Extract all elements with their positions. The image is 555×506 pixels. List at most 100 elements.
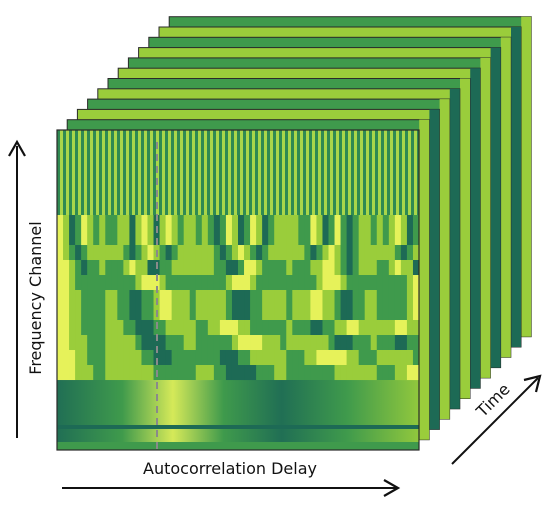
correlogram-cell [63, 350, 70, 366]
correlogram-cell [69, 245, 76, 261]
correlogram-cell [304, 230, 311, 246]
correlogram-cell [111, 230, 118, 246]
correlogram-cell [382, 230, 390, 246]
correlogram-cell [183, 365, 191, 381]
correlogram-cell [292, 290, 299, 306]
correlogram-cell [189, 350, 197, 366]
correlogram-cell [274, 305, 281, 321]
correlogram-cell [412, 215, 419, 231]
correlogram-cell [159, 260, 166, 276]
correlogram-cell [117, 350, 124, 366]
correlogram-cell [250, 320, 257, 336]
correlogram-cell [352, 275, 360, 291]
correlogram-cell [75, 260, 82, 276]
correlogram-cell [171, 215, 179, 231]
correlogram-cell [147, 260, 154, 276]
correlogram-cell [346, 230, 354, 246]
correlogram-cell [75, 350, 82, 366]
correlogram-cell [231, 350, 239, 366]
correlogram-cell [352, 215, 360, 231]
correlogram-cell [364, 275, 372, 291]
correlogram-cell [322, 275, 329, 291]
correlogram-cell [262, 350, 269, 366]
correlogram-cell [69, 275, 76, 291]
correlogram-cell [328, 365, 335, 381]
correlogram-cell [57, 245, 64, 261]
correlogram-cell [189, 230, 197, 246]
correlogram-cell [81, 365, 88, 381]
correlogram-cell [231, 215, 239, 231]
correlogram-cell [141, 260, 148, 276]
correlogram-cell [147, 275, 154, 291]
correlogram-cell [376, 320, 384, 336]
correlogram-cell [406, 215, 414, 231]
correlogram-cell [207, 275, 215, 291]
correlogram-cell [316, 365, 323, 381]
correlogram-cell [334, 350, 341, 366]
correlogram-cell [244, 245, 251, 261]
correlogram-cell [99, 245, 106, 261]
correlogram-cell [105, 215, 112, 231]
correlogram-cell [159, 320, 166, 336]
time-frame-edge [449, 88, 460, 409]
correlogram-cell [286, 365, 293, 381]
correlogram-cell [280, 320, 287, 336]
correlogram-cell [219, 245, 227, 261]
correlogram-cell [159, 290, 166, 306]
correlogram-cell [153, 230, 160, 246]
correlogram-cell [207, 320, 215, 336]
correlogram-cell [219, 350, 227, 366]
correlogram-cell [274, 275, 281, 291]
correlogram-cell [358, 350, 366, 366]
correlogram-cell [412, 275, 419, 291]
correlogram-cell [213, 290, 221, 306]
correlogram-cell [87, 320, 94, 336]
correlogram-cell [93, 305, 100, 321]
correlogram-cell [93, 365, 100, 381]
correlogram-cell [87, 260, 94, 276]
correlogram-cell [400, 365, 408, 381]
correlogram-cell [225, 335, 233, 351]
correlogram-cell [213, 275, 221, 291]
correlogram-cell [99, 365, 106, 381]
correlogram-cell [69, 290, 76, 306]
correlogram-cell [207, 230, 215, 246]
correlogram-cell [358, 245, 366, 261]
correlogram-cell [201, 320, 209, 336]
correlogram-cell [111, 335, 118, 351]
correlogram-cell [364, 260, 372, 276]
correlogram-cell [129, 335, 136, 351]
correlogram-cell [286, 245, 293, 261]
correlogram-cell [364, 245, 372, 261]
correlogram-cell [201, 365, 209, 381]
correlogram-cell [334, 215, 341, 231]
correlogram-cell [304, 260, 311, 276]
correlogram-cell [57, 215, 64, 231]
correlogram-cell [400, 305, 408, 321]
correlogram-cell [177, 365, 185, 381]
correlogram-cell [280, 365, 287, 381]
correlogram-cell [129, 230, 136, 246]
correlogram-cell [340, 215, 347, 231]
time-frame-edge [419, 119, 430, 440]
correlogram-cell [280, 335, 287, 351]
correlogram-cell [370, 350, 378, 366]
correlogram-cell [225, 245, 233, 261]
correlogram-cell [274, 260, 281, 276]
correlogram-cell [400, 335, 408, 351]
correlogram-cell [129, 260, 136, 276]
correlogram-cell [262, 260, 269, 276]
correlogram-cell [141, 320, 148, 336]
correlogram-cell [370, 290, 378, 306]
correlogram-cell [280, 215, 287, 231]
correlogram-cell [322, 260, 329, 276]
correlogram-cell [340, 335, 347, 351]
correlogram-cell [262, 305, 269, 321]
correlogram-cell [207, 365, 215, 381]
correlogram-cell [201, 275, 209, 291]
correlogram-cell [159, 305, 166, 321]
correlogram-cell [358, 335, 366, 351]
correlogram-cell [328, 215, 335, 231]
correlogram-cell [87, 215, 94, 231]
correlogram-cell [358, 230, 366, 246]
